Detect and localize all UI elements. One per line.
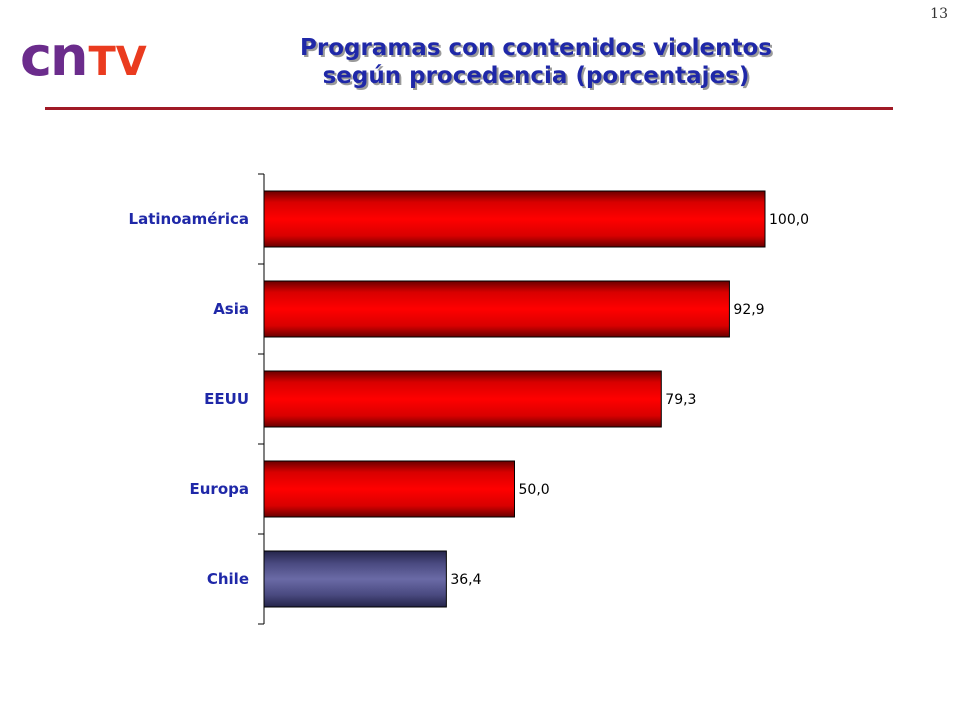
title-line-2: según procedencia (porcentajes) [322, 63, 750, 89]
page-number: 13 [930, 6, 948, 22]
chart-plot-area: Latinoamérica 100,0 Asia 92,9 EEUU 79,3 Europa… [129, 173, 809, 625]
cntv-logo: cnTV [20, 30, 147, 84]
bar-asia [263, 280, 730, 338]
bar-europa [263, 460, 515, 518]
title-line-1: Programas con contenidos violentos [300, 35, 772, 61]
slide-title: Programas con contenidos violentos según… [200, 34, 872, 90]
category-label: Europa [190, 480, 250, 498]
bar-latinoam-rica [263, 190, 766, 248]
title-divider [45, 107, 893, 110]
category-label: EEUU [204, 390, 249, 408]
data-label: 100,0 [769, 212, 809, 228]
data-label: 36,4 [450, 572, 481, 588]
data-label: 50,0 [519, 482, 550, 498]
category-label: Latinoamérica [129, 210, 249, 228]
data-label: 92,9 [733, 302, 764, 318]
category-label: Chile [207, 570, 249, 588]
logo-tv-text: TV [88, 39, 147, 85]
data-label: 79,3 [665, 392, 696, 408]
logo-cn-text: cn [20, 25, 88, 88]
category-label: Asia [213, 300, 249, 318]
bar-eeuu [263, 370, 662, 428]
bar-chile [263, 550, 447, 608]
